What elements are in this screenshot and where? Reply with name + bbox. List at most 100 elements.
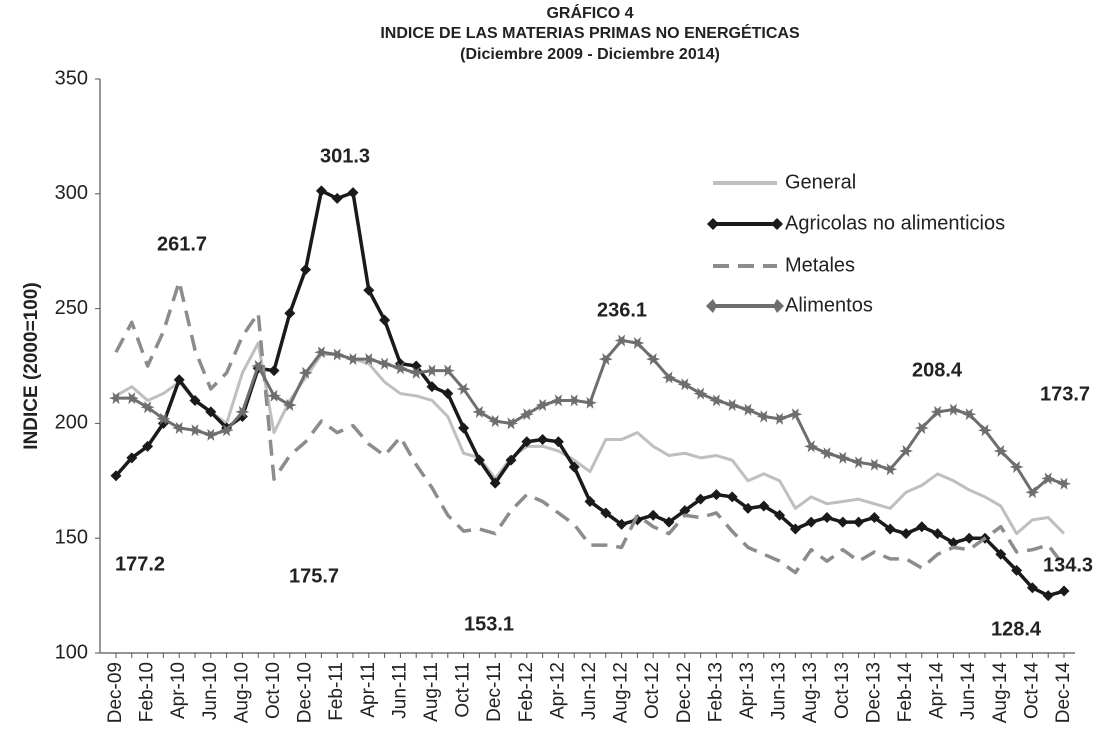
point-marker [679,505,691,517]
annotation: 236.1 [597,299,647,321]
point-marker [1041,472,1056,485]
point-marker [142,440,154,452]
annotation: 134.3 [1043,554,1093,576]
point-marker [1011,564,1023,576]
point-marker [837,516,849,528]
point-marker [742,502,754,514]
x-tick-label: Aug-12 [611,662,632,723]
point-marker [932,528,944,540]
point-marker [946,403,961,416]
x-tick-label: Apr-13 [737,662,758,719]
x-tick-label: Apr-12 [547,662,568,719]
x-tick-label: Feb-14 [895,662,916,723]
point-marker [710,489,722,501]
legend-label: General [785,171,856,193]
point-marker [868,512,880,524]
y-tick-label: 200 [55,412,88,434]
point-marker [393,362,408,375]
point-marker [203,428,218,441]
x-tick-label: Dec-12 [674,662,695,723]
point-marker [331,192,343,204]
point-marker [267,389,281,402]
point-marker [867,458,882,471]
point-marker [820,447,834,460]
point-marker [662,371,676,384]
annotation: 208.4 [912,359,963,381]
point-marker [521,436,533,448]
point-marker [725,399,740,412]
point-marker [409,366,424,379]
point-marker [914,421,929,435]
point-marker [663,516,675,528]
point-marker [109,392,123,405]
x-tick-label: Feb-12 [516,662,537,722]
annotation: 177.2 [115,553,165,575]
point-marker [315,185,327,197]
point-marker [835,451,850,464]
point-marker [361,353,376,366]
point-marker [598,353,613,366]
point-marker [788,408,803,421]
point-marker [947,537,959,549]
point-marker [300,264,312,276]
point-marker [173,374,185,386]
point-marker [535,399,550,412]
point-marker [472,405,487,418]
legend-marker [706,299,717,313]
x-tick-label: Oct-13 [832,662,853,719]
point-marker [567,394,582,407]
point-marker [804,440,819,453]
point-marker [583,396,597,409]
point-marker [330,348,345,361]
x-tick-label: Apr-10 [168,662,189,719]
legend-marker [707,218,719,230]
point-marker [821,512,833,524]
x-tick-label: Jun-12 [579,662,600,720]
annotation: 128.4 [991,618,1042,640]
point-marker [314,346,329,359]
point-marker [519,408,534,421]
chart-subtitle: (Diciembre 2009 - Diciembre 2014) [460,46,720,63]
y-tick-label: 350 [55,67,88,89]
point-marker [726,491,738,503]
point-marker [851,456,866,469]
point-marker [377,357,392,370]
point-marker [379,314,391,326]
point-marker [900,528,912,540]
point-marker [440,364,455,377]
x-tick-label: Oct-10 [263,662,284,719]
point-marker [630,337,645,350]
legend-marker [773,299,784,313]
point-marker [1025,486,1040,499]
point-marker [551,394,566,407]
x-tick-label: Dec-10 [295,662,316,723]
point-marker [963,532,975,544]
point-marker [995,548,1007,560]
x-tick-label: Feb-13 [705,662,726,722]
x-tick-label: Dec-13 [863,662,884,723]
point-marker [646,353,661,366]
point-marker [537,433,549,445]
series-line [114,279,1066,575]
point-marker [284,307,296,319]
point-marker [505,454,517,466]
chart-title: INDICE DE LAS MATERIAS PRIMAS NO ENERGÉT… [380,23,800,42]
y-tick-label: 300 [55,182,88,204]
x-tick-label: Jun-13 [769,662,790,720]
point-marker [205,406,217,418]
y-axis-title: INDICE (2000=100) [21,282,42,449]
series-line [115,341,1066,536]
point-marker [489,477,501,489]
point-marker [584,495,596,507]
point-marker [189,394,201,406]
point-marker [110,470,122,482]
point-marker [741,403,755,416]
annotation: 153.1 [464,613,514,635]
x-tick-label: Dec-09 [105,662,126,723]
point-marker [616,518,628,530]
x-tick-label: Apr-14 [927,662,948,719]
point-marker [1042,590,1054,602]
legend-label: Metales [785,254,855,276]
point-marker [235,405,250,418]
